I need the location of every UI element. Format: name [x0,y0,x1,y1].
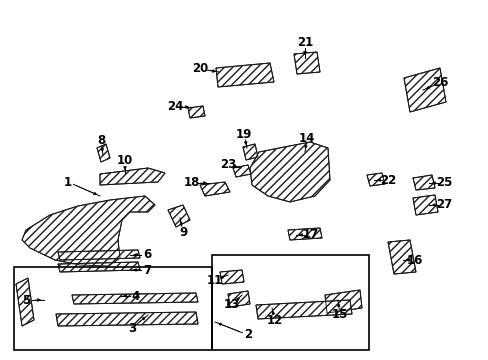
Text: 4: 4 [132,289,140,302]
Text: 7: 7 [142,264,151,276]
Polygon shape [187,106,204,118]
Text: 27: 27 [435,198,451,211]
Text: 22: 22 [379,174,395,186]
Polygon shape [287,228,321,240]
Polygon shape [216,63,273,87]
Polygon shape [256,300,351,319]
Polygon shape [243,144,258,160]
Text: 11: 11 [206,274,223,287]
Polygon shape [200,182,229,196]
Polygon shape [58,250,140,260]
Text: 9: 9 [179,225,187,238]
Text: 15: 15 [331,309,347,321]
Text: 8: 8 [97,134,105,147]
Polygon shape [387,240,415,274]
Polygon shape [249,142,329,202]
Polygon shape [325,290,361,313]
Polygon shape [220,270,244,284]
Text: 18: 18 [183,176,200,189]
Polygon shape [412,195,437,215]
Text: 21: 21 [296,36,312,49]
Polygon shape [227,291,249,307]
Bar [212,255,368,350]
Text: 24: 24 [166,100,183,113]
Text: 12: 12 [266,314,283,327]
Polygon shape [366,173,384,186]
Bar [14,267,212,350]
Text: 20: 20 [191,63,208,76]
Text: 6: 6 [142,248,151,261]
Text: 3: 3 [128,321,136,334]
Polygon shape [403,68,445,112]
Polygon shape [58,262,140,272]
Polygon shape [100,168,164,185]
Polygon shape [412,175,434,190]
Polygon shape [97,144,110,162]
Text: 19: 19 [235,127,252,140]
Text: 14: 14 [298,131,315,144]
Text: 25: 25 [435,176,451,189]
Text: 17: 17 [302,229,319,242]
Polygon shape [232,165,250,177]
Polygon shape [22,196,155,266]
Polygon shape [56,312,198,326]
Text: 5: 5 [22,293,30,306]
Text: 2: 2 [244,328,251,342]
Polygon shape [72,293,198,304]
Polygon shape [293,52,319,74]
Text: 1: 1 [64,175,72,189]
Text: 16: 16 [406,253,422,266]
Text: 10: 10 [117,154,133,167]
Text: 26: 26 [431,77,447,90]
Text: 23: 23 [220,158,236,171]
Text: 13: 13 [224,298,240,311]
Polygon shape [168,205,190,227]
Polygon shape [16,278,34,326]
